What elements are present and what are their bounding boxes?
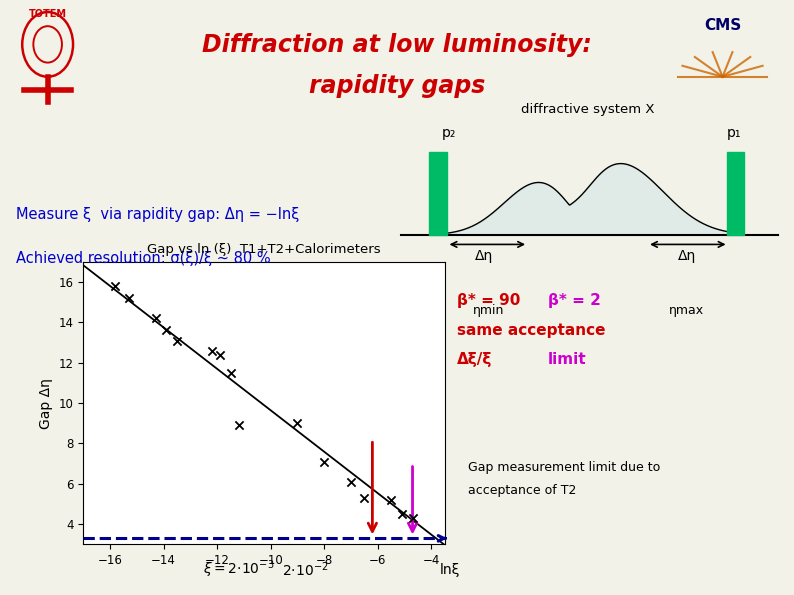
Point	[149, 314, 162, 323]
Text: β* = 90: β* = 90	[457, 293, 520, 308]
Text: $\xi = 2{\cdot}10^{-3}$: $\xi = 2{\cdot}10^{-3}$	[202, 559, 274, 580]
Text: ηmin: ηmin	[472, 304, 504, 317]
Text: Gap measurement limit due to: Gap measurement limit due to	[468, 461, 661, 474]
Text: $2{\cdot}10^{-2}$: $2{\cdot}10^{-2}$	[283, 560, 329, 579]
Text: p₂: p₂	[441, 126, 456, 140]
Point	[358, 493, 371, 503]
Point	[395, 509, 408, 519]
Text: diffractive system X: diffractive system X	[521, 103, 654, 116]
Point	[385, 495, 398, 505]
Point	[214, 350, 226, 359]
Point	[171, 336, 183, 345]
Text: Gap vs ln (ξ)  T1+T2+Calorimeters: Gap vs ln (ξ) T1+T2+Calorimeters	[147, 243, 381, 256]
Point	[291, 418, 304, 428]
Y-axis label: Gap Δη: Gap Δη	[39, 378, 53, 428]
Point	[206, 346, 218, 355]
Text: acceptance of T2: acceptance of T2	[468, 484, 576, 497]
Bar	[727, 152, 745, 235]
Text: Achieved resolution: σ(ξ)/ξ ~ 80 %: Achieved resolution: σ(ξ)/ξ ~ 80 %	[16, 251, 271, 267]
Bar	[429, 152, 446, 235]
Point	[232, 421, 245, 430]
Point	[224, 368, 237, 378]
Text: Δη: Δη	[476, 249, 493, 263]
Text: CMS: CMS	[704, 18, 741, 33]
Point	[345, 477, 357, 487]
Text: lnξ: lnξ	[440, 563, 461, 577]
Text: rapidity gaps: rapidity gaps	[309, 74, 485, 98]
Point	[122, 293, 135, 303]
Text: Diffraction at low luminosity:: Diffraction at low luminosity:	[202, 33, 592, 57]
Text: same acceptance: same acceptance	[457, 322, 605, 338]
Point	[160, 325, 172, 335]
Text: TOTEM: TOTEM	[29, 9, 67, 19]
Text: ηmax: ηmax	[669, 304, 704, 317]
Text: β* = 2: β* = 2	[548, 293, 601, 308]
Point	[318, 457, 330, 466]
Text: p₁: p₁	[727, 126, 742, 140]
Text: Δη: Δη	[678, 249, 696, 263]
Text: limit: limit	[548, 352, 587, 368]
Point	[109, 281, 121, 291]
Point	[407, 513, 419, 523]
Text: Δξ/ξ: Δξ/ξ	[457, 352, 492, 368]
Text: Measure ξ  via rapidity gap: Δη = −lnξ: Measure ξ via rapidity gap: Δη = −lnξ	[16, 206, 299, 222]
